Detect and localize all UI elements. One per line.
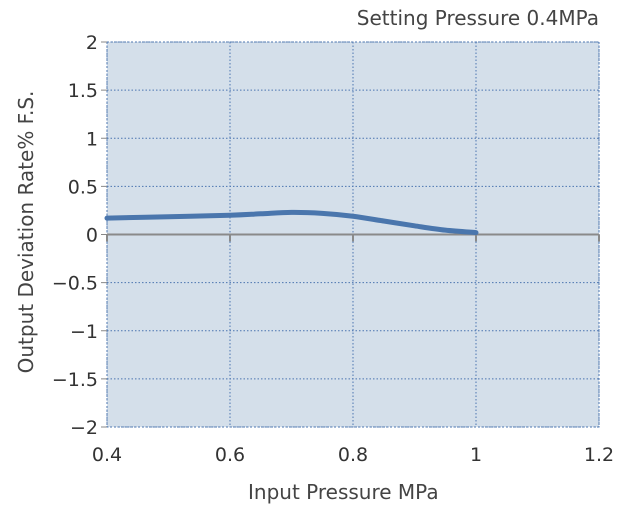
y-tick-label: 1 [86,128,98,150]
x-tick-label: 1 [470,444,482,466]
x-tick-labels: 0.4 0.6 0.8 1 1.2 [92,444,614,466]
x-tick-label: 0.8 [338,444,368,466]
y-tick-label: −1 [70,321,98,343]
y-tick-labels: 2 1.5 1 0.5 0 −0.5 −1 −1.5 −2 [52,32,98,439]
series-line [104,209,479,236]
y-tick-label: 1.5 [68,80,98,102]
x-tick-label: 1.2 [584,444,614,466]
y-tick-label: −2 [70,417,98,439]
chart-title: Setting Pressure 0.4MPa [356,6,599,30]
x-tick-label: 0.4 [92,444,122,466]
x-tick-label: 0.6 [215,444,245,466]
y-axis-label: Output Deviation Rate% F.S. [14,90,38,374]
x-axis-label: Input Pressure MPa [248,480,439,504]
y-tick-label: −1.5 [52,369,98,391]
y-tick-label: 0.5 [68,176,98,198]
series-group [104,209,479,236]
y-tick-label: 0 [86,225,98,247]
y-tick-label: −0.5 [52,273,98,295]
zero-axis-line [101,41,600,428]
y-tick-label: 2 [86,32,98,54]
